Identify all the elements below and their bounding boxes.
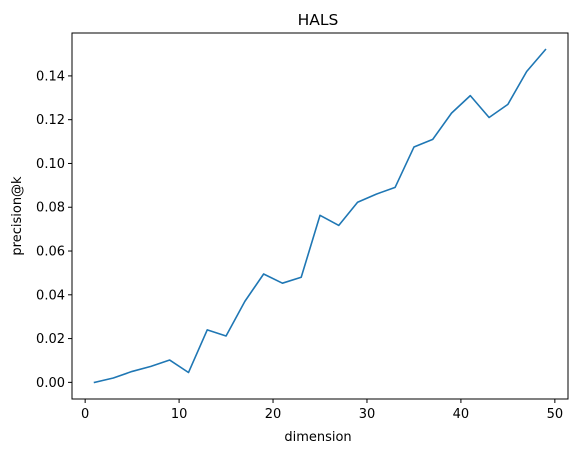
series-line-0 xyxy=(93,48,547,384)
y-axis: 0.00 0.02 0.04 0.06 0.08 0.10 0.12 0.14 xyxy=(36,69,72,391)
x-tick-label: 40 xyxy=(453,407,470,422)
series-layer xyxy=(93,48,547,384)
x-tick-label: 50 xyxy=(547,407,564,422)
x-tick-label: 20 xyxy=(265,407,282,422)
y-tick-label: 0.14 xyxy=(36,69,65,84)
y-tick-label: 0.00 xyxy=(36,376,65,391)
x-axis: 0 10 20 30 40 50 xyxy=(81,399,563,422)
x-tick-label: 30 xyxy=(359,407,376,422)
y-tick-label: 0.02 xyxy=(36,332,65,347)
y-tick-label: 0.10 xyxy=(36,157,65,172)
x-tick-label: 0 xyxy=(81,407,89,422)
y-tick-label: 0.12 xyxy=(36,113,65,128)
y-axis-label: precision@k xyxy=(10,176,25,256)
y-tick-label: 0.08 xyxy=(36,201,65,216)
chart-title: HALS xyxy=(298,11,339,29)
plot-area xyxy=(71,32,569,400)
y-tick-label: 0.04 xyxy=(36,288,65,303)
x-axis-label: dimension xyxy=(284,430,351,445)
x-tick-label: 10 xyxy=(171,407,188,422)
y-tick-label: 0.06 xyxy=(36,245,65,260)
